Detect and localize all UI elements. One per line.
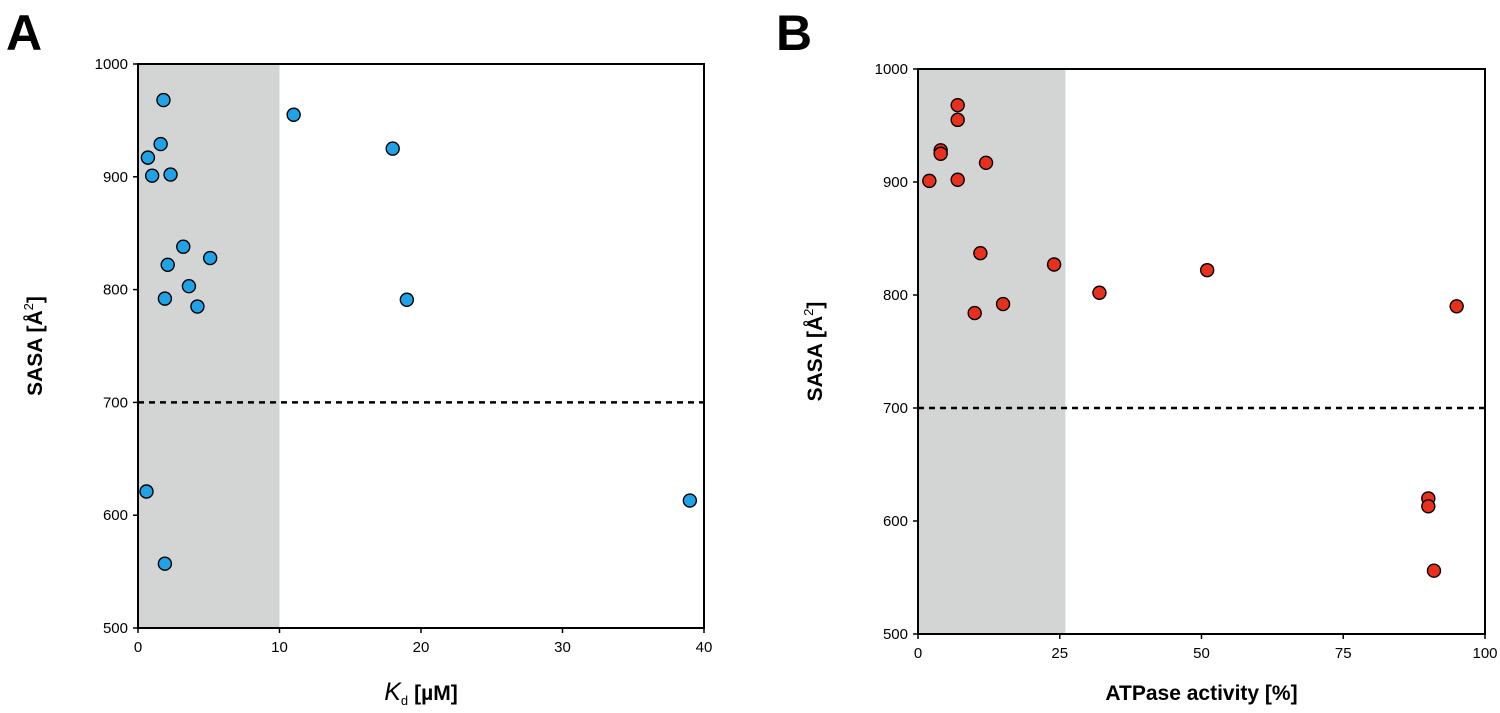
y-axis-text: SASA [Å xyxy=(803,316,827,402)
x-axis-title: Kd [µM] xyxy=(384,678,458,708)
y-tick-label: 500 xyxy=(883,626,908,643)
data-point xyxy=(190,299,205,314)
data-point xyxy=(140,150,156,165)
y-tick-label: 1000 xyxy=(95,56,128,73)
x-tick-label: 0 xyxy=(914,645,922,662)
y-tick-label: 800 xyxy=(103,282,128,299)
data-point xyxy=(153,136,168,152)
x-tick-label: 20 xyxy=(413,639,430,656)
panel-letter-b: B xyxy=(776,5,812,61)
x-axis-ticks: 0 10 20 30 40 xyxy=(134,628,713,656)
data-point xyxy=(139,484,154,499)
x-tick-label: 100 xyxy=(1472,645,1497,662)
panel-letter-a: A xyxy=(6,5,42,61)
data-point xyxy=(399,292,415,307)
y-tick-label: 700 xyxy=(883,400,908,417)
y-axis-ticks: 500 600 700 800 900 1000 xyxy=(95,56,138,637)
y-tick-label: 800 xyxy=(883,287,908,304)
data-point xyxy=(176,239,191,254)
data-point xyxy=(1426,563,1442,578)
data-point xyxy=(967,305,982,321)
data-point xyxy=(973,245,988,261)
data-point xyxy=(385,141,400,156)
data-point xyxy=(286,107,301,122)
data-point xyxy=(144,168,160,183)
data-point xyxy=(950,97,965,113)
data-point xyxy=(1046,257,1062,272)
x-tick-label: 10 xyxy=(271,639,288,656)
data-point xyxy=(922,173,937,189)
y-axis-close: ] xyxy=(804,302,827,309)
x-tick-label: 75 xyxy=(1335,645,1352,662)
y-axis-superscript: 2 xyxy=(21,303,36,310)
data-point xyxy=(1199,262,1215,278)
data-point xyxy=(978,155,994,170)
y-tick-label: 1000 xyxy=(875,61,908,78)
x-tick-label: 50 xyxy=(1193,645,1210,662)
data-point xyxy=(157,556,173,571)
data-point xyxy=(995,296,1011,312)
y-tick-label: 900 xyxy=(103,169,128,186)
y-axis-close: ] xyxy=(24,296,47,303)
x-tick-label: 30 xyxy=(554,639,571,656)
y-tick-label: 900 xyxy=(883,174,908,191)
data-point xyxy=(160,257,175,272)
scatter-points xyxy=(139,92,698,571)
y-axis-superscript: 2 xyxy=(801,309,816,316)
data-point xyxy=(1421,499,1436,514)
x-tick-label: 0 xyxy=(134,639,142,656)
data-point xyxy=(1092,285,1107,300)
data-point xyxy=(157,291,173,306)
y-tick-label: 600 xyxy=(883,513,908,530)
data-point xyxy=(202,250,218,266)
x-axis-subscript: d xyxy=(401,693,408,708)
data-point xyxy=(163,167,178,182)
data-point xyxy=(156,92,171,108)
x-axis-symbol: K xyxy=(384,678,402,706)
y-axis-ticks: 500 600 700 800 900 1000 xyxy=(875,61,918,643)
x-axis-unit: [µM] xyxy=(414,682,458,705)
y-tick-label: 600 xyxy=(103,507,128,524)
data-point xyxy=(1449,299,1464,314)
data-point xyxy=(682,493,698,508)
shaded-region xyxy=(138,64,280,628)
data-point xyxy=(950,112,965,128)
y-tick-label: 500 xyxy=(103,620,128,637)
x-tick-label: 25 xyxy=(1051,645,1068,662)
data-point xyxy=(933,146,948,161)
y-axis-title: SASA [Å2] xyxy=(21,296,47,396)
x-axis-title: ATPase activity [%] xyxy=(1105,682,1297,705)
y-tick-label: 700 xyxy=(103,394,128,411)
scatter-points xyxy=(922,97,1464,578)
panel-a: A 500 600 700 800 900 1000 0 10 20 30 40 Kd [µM] S… xyxy=(6,5,712,708)
data-point xyxy=(181,279,197,294)
panel-b: B 500 600 700 800 900 1000 0 25 50 75 100 ATPase … xyxy=(776,5,1498,705)
data-point xyxy=(950,172,965,187)
x-axis-ticks: 0 25 50 75 100 xyxy=(914,634,1498,662)
x-tick-label: 40 xyxy=(696,639,713,656)
y-axis-title: SASA [Å2] xyxy=(801,302,827,402)
y-axis-text: SASA [Å xyxy=(23,310,47,396)
